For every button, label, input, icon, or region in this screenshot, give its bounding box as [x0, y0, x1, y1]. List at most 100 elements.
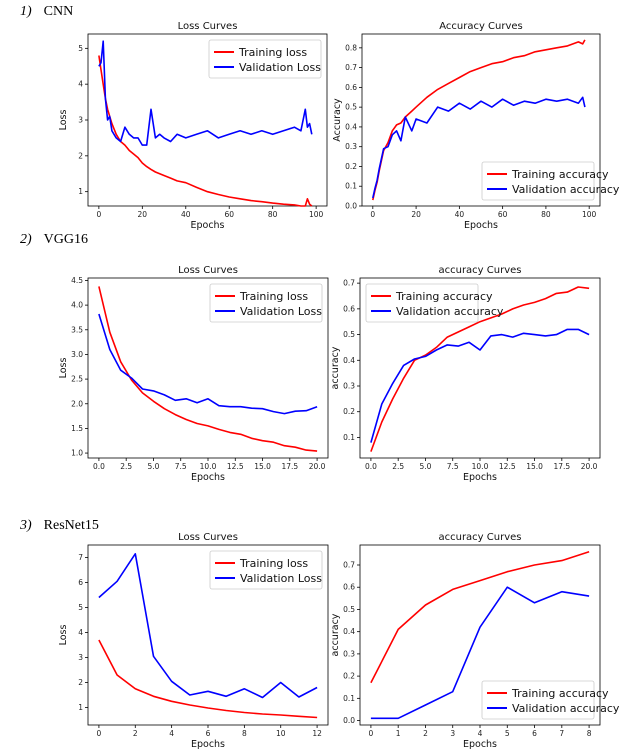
y-tick-label: 2.0 — [71, 399, 83, 408]
legend-box — [208, 39, 322, 79]
x-tick-label: 0.0 — [365, 462, 377, 471]
y-tick-label: 0.3 — [343, 382, 355, 391]
vgg16-accuracy-chart: accuracy Curves 0.0 2.5 5.0 7.5 10.0 12.5 15.0 1… — [330, 265, 601, 483]
legend-label: Training loss — [239, 290, 308, 303]
x-tick-label: 10.0 — [472, 462, 489, 471]
y-tick-label: 0.5 — [345, 103, 357, 112]
y-axis-label: Loss — [58, 358, 69, 379]
y-axis-label: accuracy — [330, 346, 341, 389]
cnn-loss-chart: Loss Curves 0 20 40 60 80 100 1 2 3 4 5 Epochs Loss Tr… — [58, 21, 328, 231]
legend-label: Training loss — [238, 46, 307, 59]
x-tick-label: 12 — [312, 729, 322, 738]
series-line-validation — [370, 328, 590, 443]
y-tick-label: 0.6 — [343, 583, 355, 592]
y-tick-label: 3 — [78, 116, 83, 125]
y-tick-label: 0.7 — [345, 63, 357, 72]
y-tick-label: 3.0 — [71, 350, 83, 359]
x-tick-label: 0 — [370, 210, 375, 219]
y-tick-label: 3.5 — [71, 325, 83, 334]
x-tick-label: 20 — [138, 210, 148, 219]
y-tick-label: 0.0 — [345, 202, 357, 211]
y-tick-label: 0.4 — [343, 356, 355, 365]
x-tick-label: 5 — [505, 729, 510, 738]
series-line-validation — [372, 96, 586, 199]
chart-title: Loss Curves — [178, 532, 238, 543]
y-tick-label: 0.5 — [343, 330, 355, 339]
x-tick-label: 5.0 — [147, 462, 159, 471]
series-line-validation — [98, 313, 318, 415]
y-tick-label: 0.6 — [345, 83, 357, 92]
y-tick-label: 5 — [78, 44, 83, 53]
section-number: 2) — [20, 232, 32, 247]
y-tick-label: 1.0 — [71, 449, 83, 458]
chart-title: Loss Curves — [178, 265, 238, 276]
x-tick-label: 60 — [498, 210, 508, 219]
x-tick-label: 17.5 — [281, 462, 298, 471]
chart-title: Accuracy Curves — [439, 21, 523, 32]
legend-box — [481, 680, 595, 720]
series-line-training — [370, 550, 590, 684]
x-tick-label: 7.5 — [175, 462, 187, 471]
y-tick-label: 0.1 — [345, 182, 357, 191]
y-tick-label: 1 — [78, 703, 83, 712]
x-tick-label: 40 — [181, 210, 191, 219]
legend-label: Training accuracy — [395, 290, 493, 303]
legend-label: Training loss — [239, 557, 308, 570]
x-tick-label: 80 — [268, 210, 278, 219]
y-tick-label: 2.5 — [71, 375, 83, 384]
x-axis-label: Epochs — [191, 739, 225, 750]
legend-label: Validation Loss — [240, 572, 322, 585]
y-tick-label: 1.5 — [71, 424, 83, 433]
y-axis-label: Loss — [58, 625, 69, 646]
x-tick-label: 1 — [396, 729, 401, 738]
y-tick-label: 0.3 — [345, 142, 357, 151]
y-tick-label: 0.4 — [345, 122, 357, 131]
y-tick-label: 7 — [78, 553, 83, 562]
x-tick-label: 2 — [133, 729, 138, 738]
section-name: ResNet15 — [43, 518, 99, 533]
x-tick-label: 100 — [309, 210, 324, 219]
series-line-training — [372, 39, 586, 201]
x-tick-label: 20.0 — [581, 462, 598, 471]
y-tick-label: 0.4 — [343, 627, 355, 636]
x-axis-label: Epochs — [190, 220, 224, 231]
section-number: 3) — [20, 518, 32, 533]
series-line-training — [98, 286, 318, 452]
series-line-validation — [98, 552, 318, 699]
x-tick-label: 0.0 — [93, 462, 105, 471]
legend-label: Validation accuracy — [396, 305, 504, 318]
x-tick-label: 0 — [96, 210, 101, 219]
legend-label: Training accuracy — [511, 168, 609, 181]
y-tick-label: 6 — [78, 578, 83, 587]
x-tick-label: 40 — [455, 210, 465, 219]
x-tick-label: 15.0 — [526, 462, 543, 471]
y-tick-label: 0.6 — [343, 304, 355, 313]
x-tick-label: 5.0 — [419, 462, 431, 471]
section-name: VGG16 — [43, 232, 89, 247]
x-tick-label: 10 — [276, 729, 286, 738]
y-tick-label: 4 — [78, 80, 83, 89]
x-tick-label: 0 — [97, 729, 102, 738]
x-tick-label: 4 — [478, 729, 483, 738]
y-tick-label: 0.7 — [343, 561, 355, 570]
legend-label: Validation Loss — [240, 305, 322, 318]
x-tick-label: 4 — [169, 729, 174, 738]
series-line-training — [98, 55, 313, 207]
x-tick-label: 7.5 — [447, 462, 459, 471]
x-tick-label: 17.5 — [553, 462, 570, 471]
cnn-accuracy-chart: Accuracy Curves 0 20 40 60 80 100 0.0 0.1 0.2 0.3 0… — [332, 21, 620, 231]
x-tick-label: 12.5 — [227, 462, 244, 471]
legend-box — [209, 550, 323, 590]
y-tick-label: 5 — [78, 603, 83, 612]
y-tick-label: 3 — [78, 653, 83, 662]
y-axis-label: Accuracy — [332, 98, 343, 142]
y-tick-label: 0.2 — [343, 672, 355, 681]
x-tick-label: 100 — [582, 210, 597, 219]
y-tick-label: 4 — [78, 628, 83, 637]
chart-title: accuracy Curves — [438, 532, 521, 543]
x-tick-label: 8 — [242, 729, 247, 738]
y-tick-label: 0.8 — [345, 43, 357, 52]
y-tick-label: 0.2 — [345, 162, 357, 171]
section-label-resnet15: 3) ResNet15 — [20, 518, 99, 534]
x-axis-label: Epochs — [464, 220, 498, 231]
